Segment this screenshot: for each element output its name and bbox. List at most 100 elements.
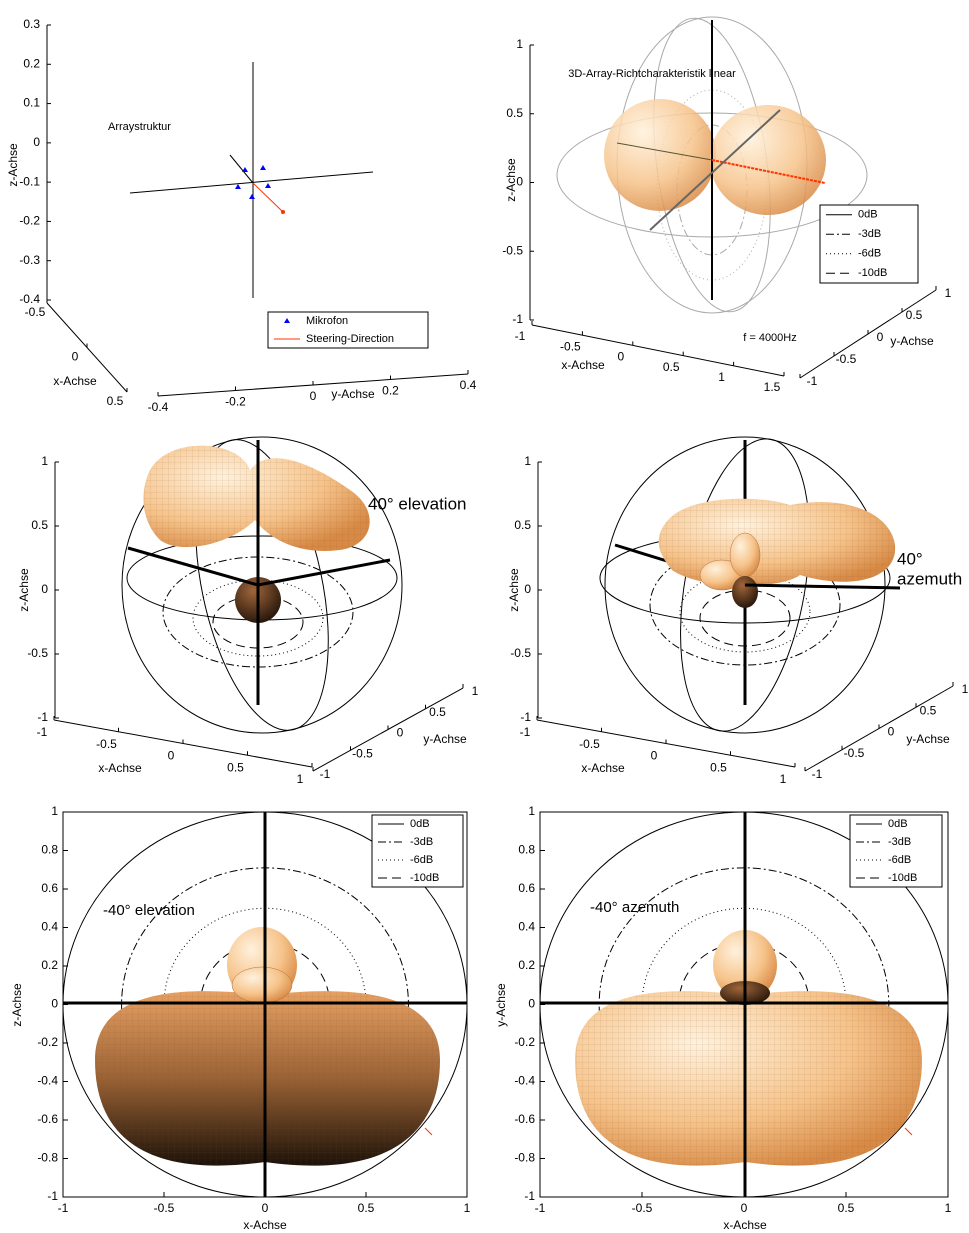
z-tick-label: 0.1 xyxy=(23,96,40,110)
z-axis-label: z-Achse xyxy=(17,568,31,612)
annotation: Arraystruktur xyxy=(108,121,171,133)
z-tick-label: -1 xyxy=(37,710,48,724)
x-tick-label: 0 xyxy=(741,1201,748,1215)
legend-label: -6dB xyxy=(888,854,911,866)
z-tick-label: 1 xyxy=(41,454,48,468)
legend-label: -6dB xyxy=(410,854,433,866)
x-axis-label: x-Achse xyxy=(98,761,142,775)
x-tick-label: -0.5 xyxy=(25,305,46,319)
x-axis-label: x-Achse xyxy=(53,374,97,388)
annotation: f = 4000Hz xyxy=(743,332,797,344)
legend-label: -3dB xyxy=(858,228,881,240)
y-tick-label: -0.4 xyxy=(37,1074,58,1088)
legend-label: Steering-Direction xyxy=(306,333,394,345)
chart-title: 3D-Array-Richtcharakteristik linear xyxy=(568,68,736,80)
y-tick-label: 1 xyxy=(528,804,535,818)
y-tick-label: 1 xyxy=(51,804,58,818)
z-axis-label: z-Achse xyxy=(6,143,20,187)
y-tick-label: -0.4 xyxy=(148,400,169,414)
y-tick-label: -0.6 xyxy=(514,1112,535,1126)
x-tick-label: -1 xyxy=(58,1201,69,1215)
legend-label: -3dB xyxy=(888,836,911,848)
x-tick-label: 0.5 xyxy=(710,760,727,774)
x-tick-label: -1 xyxy=(515,329,526,343)
legend-label: -3dB xyxy=(410,836,433,848)
z-tick-label: -1 xyxy=(520,710,531,724)
y-tick-label: -1 xyxy=(320,767,331,781)
y-axis-label: y-Achse xyxy=(423,732,467,746)
y-axis-label: y-Achse xyxy=(494,983,508,1027)
z-tick-label: 0 xyxy=(33,135,40,149)
x-tick-label: 0 xyxy=(617,350,624,364)
z-tick-label: 1 xyxy=(516,37,523,51)
y-tick-label: 1 xyxy=(472,684,479,698)
y-tick-label: 0.8 xyxy=(41,843,58,857)
legend-label: -10dB xyxy=(888,872,917,884)
legend-label: -10dB xyxy=(858,267,887,279)
x-axis-label: x-Achse xyxy=(723,1218,767,1232)
x-tick-label: 0 xyxy=(72,350,79,364)
y-tick-label: -0.5 xyxy=(352,746,373,760)
y-axis-label: y-Achse xyxy=(331,387,375,401)
annotation: -40° elevation xyxy=(103,902,195,919)
z-tick-label: 0.2 xyxy=(23,56,40,70)
z-tick-label: -0.4 xyxy=(19,292,40,306)
y-tick-label: 0.4 xyxy=(518,920,535,934)
y-tick-label: 0 xyxy=(528,997,535,1011)
y-tick-label: 0 xyxy=(310,389,317,403)
x-tick-label: -0.5 xyxy=(154,1201,175,1215)
x-tick-label: -0.5 xyxy=(579,737,600,751)
x-tick-label: 0.5 xyxy=(358,1201,375,1215)
legend-label: 0dB xyxy=(410,818,430,830)
page: -0.500.5-0.4-0.200.20.4-0.4-0.3-0.2-0.10… xyxy=(0,0,969,1233)
legend-label: -6dB xyxy=(858,248,881,260)
y-tick-label: 0.5 xyxy=(920,703,937,717)
y-tick-label: -0.2 xyxy=(225,395,246,409)
x-tick-label: 0.5 xyxy=(107,394,124,408)
x-tick-label: -1 xyxy=(520,725,531,739)
y-tick-label: -1 xyxy=(524,1189,535,1203)
y-tick-label: 0.6 xyxy=(518,881,535,895)
y-tick-label: -0.8 xyxy=(514,1151,535,1165)
y-tick-label: -0.4 xyxy=(514,1074,535,1088)
x-tick-label: 0 xyxy=(262,1201,269,1215)
z-tick-label: 0.5 xyxy=(31,518,48,532)
legend-label: 0dB xyxy=(888,818,908,830)
y-tick-label: 0 xyxy=(397,726,404,740)
y-tick-label: 0.5 xyxy=(906,308,923,322)
x-tick-label: -0.5 xyxy=(96,737,117,751)
z-tick-label: -1 xyxy=(512,312,523,326)
z-tick-label: 0.3 xyxy=(23,17,40,31)
z-axis-label: z-Achse xyxy=(507,568,521,612)
x-tick-label: 0.5 xyxy=(663,360,680,374)
y-tick-label: 0.2 xyxy=(382,384,399,398)
annotation: 40° xyxy=(897,549,923,568)
y-tick-label: 0.5 xyxy=(429,705,446,719)
x-tick-label: 1.5 xyxy=(764,380,781,394)
annotation: azemuth xyxy=(897,569,962,588)
y-tick-label: 0 xyxy=(888,725,895,739)
figure: -0.500.5-0.4-0.200.20.4-0.4-0.3-0.2-0.10… xyxy=(0,0,969,1233)
legend-label: Mikrofon xyxy=(306,315,348,327)
x-tick-label: 1 xyxy=(297,772,304,786)
z-tick-label: 0.5 xyxy=(506,106,523,120)
x-tick-label: 1 xyxy=(780,772,787,786)
x-tick-label: -0.5 xyxy=(632,1201,653,1215)
z-tick-label: 0 xyxy=(41,582,48,596)
z-tick-label: -0.1 xyxy=(19,174,40,188)
y-tick-label: -0.8 xyxy=(37,1151,58,1165)
x-tick-label: 1 xyxy=(945,1201,952,1215)
z-tick-label: -0.2 xyxy=(19,214,40,228)
x-tick-label: 0 xyxy=(168,749,175,763)
y-tick-label: -1 xyxy=(807,374,818,388)
z-tick-label: 0.5 xyxy=(514,518,531,532)
x-axis-label: x-Achse xyxy=(561,358,605,372)
legend-label: -10dB xyxy=(410,872,439,884)
y-tick-label: 0 xyxy=(51,997,58,1011)
z-tick-label: -0.5 xyxy=(510,646,531,660)
x-axis-label: x-Achse xyxy=(581,761,625,775)
x-tick-label: -1 xyxy=(37,725,48,739)
y-tick-label: 0.8 xyxy=(518,843,535,857)
y-tick-label: 0.6 xyxy=(41,881,58,895)
y-axis-label: z-Achse xyxy=(10,983,24,1027)
